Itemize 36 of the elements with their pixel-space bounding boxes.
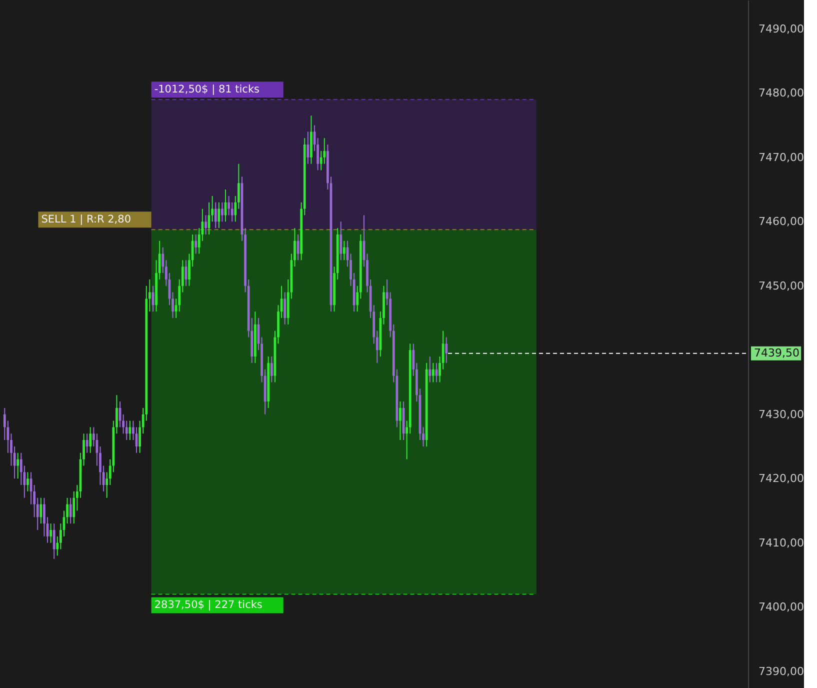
candlestick xyxy=(399,400,402,441)
candlestick xyxy=(26,472,29,492)
ref-line-label: 2837,50$ | 227 ticks xyxy=(154,599,262,612)
candlestick xyxy=(214,202,217,229)
candlestick xyxy=(432,362,434,383)
y-tick-label: 7390,00 xyxy=(758,664,804,678)
candlestick xyxy=(340,221,342,261)
ref-line-label: SELL 1 | R:R 2,80 xyxy=(41,214,132,226)
y-tick-label: 7400,00 xyxy=(758,600,804,614)
candlestick xyxy=(342,240,346,261)
candlestick xyxy=(306,131,310,164)
candlestick xyxy=(50,523,52,544)
candlestick xyxy=(16,452,20,480)
candlestick xyxy=(128,420,132,441)
y-tick-label: 7430,00 xyxy=(758,408,804,421)
candlestick xyxy=(204,214,207,235)
candlestick xyxy=(52,523,56,560)
candlestick xyxy=(221,202,224,222)
y-tick-label: 7480,00 xyxy=(758,86,804,100)
candlestick xyxy=(69,497,72,524)
ref-line-label: 7439,50 xyxy=(754,346,800,360)
y-tick-label: 7490,00 xyxy=(758,22,804,36)
candlestick xyxy=(194,234,198,254)
y-tick-label: 7410,00 xyxy=(758,536,804,550)
y-tick-label: 7450,00 xyxy=(758,279,804,292)
candlestick xyxy=(445,336,448,364)
candlestick xyxy=(218,202,220,229)
candlestick xyxy=(40,497,42,524)
candlestick xyxy=(270,356,273,383)
y-tick-label: 7470,00 xyxy=(758,150,804,164)
y-tick-label: 7420,00 xyxy=(758,472,804,486)
ref-line-label: -1012,50$ | 81 ticks xyxy=(154,84,260,96)
candlestick xyxy=(89,426,92,454)
candlestick xyxy=(284,292,286,325)
y-tick-label: 7460,00 xyxy=(758,215,804,228)
candlestick xyxy=(428,356,432,383)
